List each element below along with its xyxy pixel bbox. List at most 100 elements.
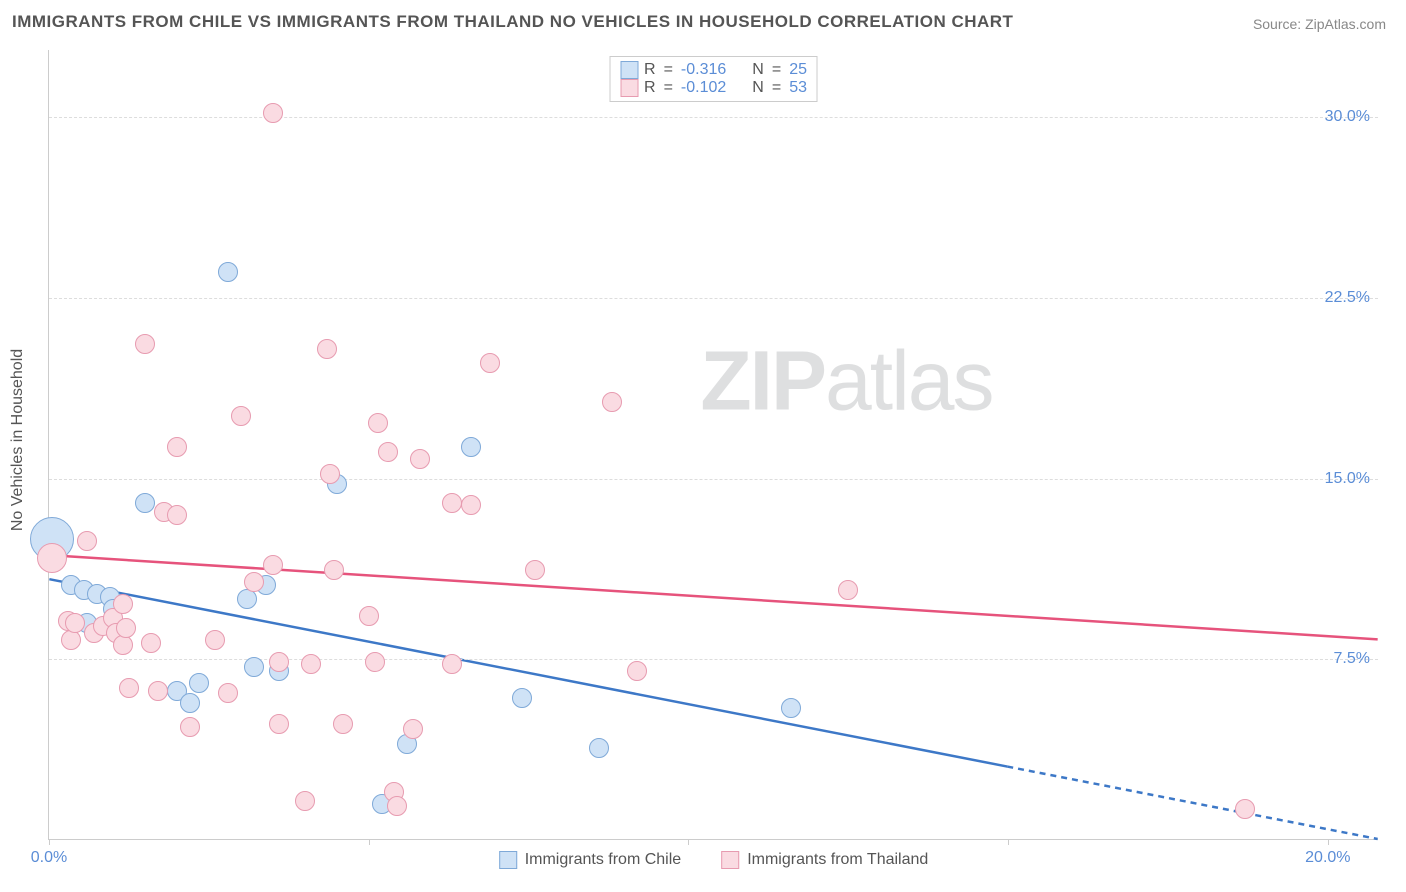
scatter-point: [113, 594, 133, 614]
legend-swatch: [620, 79, 638, 97]
n-label: N: [752, 61, 764, 79]
x-tick-label: 20.0%: [1305, 849, 1350, 867]
scatter-point: [320, 464, 340, 484]
watermark: ZIPatlas: [700, 333, 992, 430]
scatter-point: [167, 437, 187, 457]
series-legend-item: Immigrants from Thailand: [721, 851, 928, 869]
scatter-point: [65, 613, 85, 633]
scatter-point: [403, 719, 423, 739]
trend-line: [49, 579, 1007, 766]
scatter-point: [295, 791, 315, 811]
series-legend: Immigrants from Chile Immigrants from Tha…: [499, 851, 929, 869]
x-tick-label: 0.0%: [31, 849, 67, 867]
series-legend-item: Immigrants from Chile: [499, 851, 681, 869]
equals: =: [772, 61, 781, 79]
scatter-point: [116, 618, 136, 638]
scatter-point: [838, 580, 858, 600]
scatter-point: [324, 560, 344, 580]
plot-area: ZIPatlas R=-0.316N=25R=-0.102N=53 Immigr…: [48, 50, 1378, 840]
watermark-atlas: atlas: [825, 334, 992, 428]
equals: =: [664, 79, 673, 97]
scatter-point: [301, 654, 321, 674]
scatter-point: [263, 103, 283, 123]
scatter-point: [189, 673, 209, 693]
scatter-point: [512, 688, 532, 708]
scatter-point: [627, 661, 647, 681]
scatter-point: [442, 654, 462, 674]
r-label: R: [644, 61, 656, 79]
trend-line: [1007, 767, 1377, 839]
scatter-point: [218, 262, 238, 282]
scatter-point: [461, 437, 481, 457]
scatter-point: [263, 555, 283, 575]
y-tick-label: 7.5%: [1334, 650, 1370, 668]
x-tick-mark: [369, 839, 370, 845]
scatter-point: [359, 606, 379, 626]
scatter-point: [589, 738, 609, 758]
scatter-point: [135, 334, 155, 354]
x-tick-mark: [1328, 839, 1329, 845]
correlation-legend-row: R = -0.102 N = 53: [620, 79, 807, 97]
scatter-point: [180, 693, 200, 713]
scatter-point: [61, 630, 81, 650]
scatter-point: [135, 493, 155, 513]
scatter-point: [378, 442, 398, 462]
correlation-legend: R = -0.316 N = 25 R = -0.102 N = 53: [609, 56, 818, 102]
equals: =: [772, 79, 781, 97]
y-axis-title: No Vehicles in Household: [9, 349, 27, 531]
scatter-point: [365, 652, 385, 672]
x-tick-mark: [688, 839, 689, 845]
chart-title: IMMIGRANTS FROM CHILE VS IMMIGRANTS FROM…: [12, 12, 1013, 32]
scatter-point: [317, 339, 337, 359]
scatter-point: [387, 796, 407, 816]
scatter-point: [244, 572, 264, 592]
legend-swatch: [499, 851, 517, 869]
r-value: -0.102: [681, 79, 726, 97]
scatter-point: [602, 392, 622, 412]
scatter-point: [269, 714, 289, 734]
n-value: 53: [789, 79, 807, 97]
legend-swatch: [620, 61, 638, 79]
n-value: 25: [789, 61, 807, 79]
scatter-point: [37, 543, 67, 573]
correlation-legend-row: R = -0.316 N = 25: [620, 61, 807, 79]
scatter-point: [461, 495, 481, 515]
scatter-point: [1235, 799, 1255, 819]
x-tick-mark: [49, 839, 50, 845]
scatter-point: [180, 717, 200, 737]
scatter-point: [525, 560, 545, 580]
scatter-point: [480, 353, 500, 373]
scatter-point: [333, 714, 353, 734]
scatter-point: [205, 630, 225, 650]
scatter-point: [113, 635, 133, 655]
scatter-point: [244, 657, 264, 677]
gridline-h: [49, 117, 1378, 118]
r-value: -0.316: [681, 61, 726, 79]
gridline-h: [49, 298, 1378, 299]
series-name: Immigrants from Chile: [525, 851, 681, 869]
x-tick-mark: [1008, 839, 1009, 845]
n-label: N: [752, 79, 764, 97]
scatter-point: [148, 681, 168, 701]
scatter-point: [410, 449, 430, 469]
scatter-point: [167, 505, 187, 525]
scatter-point: [119, 678, 139, 698]
trend-lines-layer: [49, 50, 1378, 839]
source-link[interactable]: ZipAtlas.com: [1305, 16, 1386, 32]
source-attribution: Source: ZipAtlas.com: [1253, 16, 1386, 32]
scatter-point: [269, 652, 289, 672]
y-tick-label: 30.0%: [1325, 108, 1370, 126]
watermark-zip: ZIP: [700, 334, 825, 428]
scatter-point: [141, 633, 161, 653]
series-name: Immigrants from Thailand: [747, 851, 928, 869]
scatter-point: [368, 413, 388, 433]
r-label: R: [644, 79, 656, 97]
scatter-point: [77, 531, 97, 551]
y-tick-label: 22.5%: [1325, 289, 1370, 307]
gridline-h: [49, 479, 1378, 480]
equals: =: [664, 61, 673, 79]
y-tick-label: 15.0%: [1325, 470, 1370, 488]
scatter-point: [218, 683, 238, 703]
scatter-point: [781, 698, 801, 718]
scatter-point: [442, 493, 462, 513]
